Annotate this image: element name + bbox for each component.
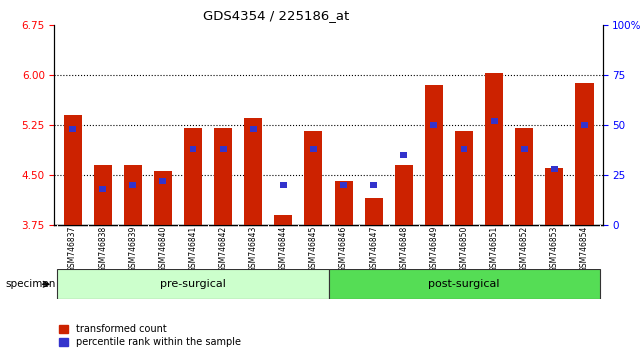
Bar xyxy=(461,146,467,152)
Bar xyxy=(365,198,383,225)
Bar xyxy=(515,128,533,225)
Bar xyxy=(455,131,473,225)
Bar xyxy=(244,118,262,225)
Bar xyxy=(370,182,377,188)
Bar xyxy=(491,118,497,124)
Text: GDS4354 / 225186_at: GDS4354 / 225186_at xyxy=(203,9,349,22)
Bar xyxy=(340,182,347,188)
Bar xyxy=(124,165,142,225)
Text: GSM746851: GSM746851 xyxy=(490,226,499,272)
Text: GSM746847: GSM746847 xyxy=(369,226,378,273)
Text: GSM746854: GSM746854 xyxy=(580,226,589,273)
Text: GSM746844: GSM746844 xyxy=(279,226,288,273)
Bar xyxy=(274,215,292,225)
Bar xyxy=(58,269,328,299)
Text: GSM746840: GSM746840 xyxy=(158,226,167,273)
Bar xyxy=(335,182,353,225)
Text: GSM746837: GSM746837 xyxy=(68,226,77,273)
Bar xyxy=(401,152,407,158)
Text: specimen: specimen xyxy=(5,279,56,289)
Text: GSM746850: GSM746850 xyxy=(460,226,469,273)
Text: GSM746849: GSM746849 xyxy=(429,226,438,273)
Bar xyxy=(431,122,437,127)
Bar xyxy=(69,126,76,132)
Bar xyxy=(581,122,588,127)
Bar xyxy=(576,84,594,225)
Text: GSM746845: GSM746845 xyxy=(309,226,318,273)
Text: GSM746841: GSM746841 xyxy=(188,226,197,272)
Bar xyxy=(521,146,528,152)
Text: GSM746839: GSM746839 xyxy=(128,226,137,273)
Text: post-surgical: post-surgical xyxy=(428,279,500,289)
Bar xyxy=(184,128,202,225)
Bar xyxy=(304,131,322,225)
Bar xyxy=(63,115,81,225)
Bar xyxy=(129,182,136,188)
Bar xyxy=(328,269,599,299)
Bar xyxy=(310,146,317,152)
Bar xyxy=(485,73,503,225)
Bar xyxy=(250,126,256,132)
Text: GSM746838: GSM746838 xyxy=(98,226,107,272)
Text: pre-surgical: pre-surgical xyxy=(160,279,226,289)
Text: GSM746842: GSM746842 xyxy=(219,226,228,272)
Bar xyxy=(280,182,287,188)
Bar xyxy=(395,165,413,225)
Bar xyxy=(160,178,166,184)
Bar xyxy=(214,128,232,225)
Legend: transformed count, percentile rank within the sample: transformed count, percentile rank withi… xyxy=(60,325,241,347)
Bar xyxy=(99,186,106,192)
Text: GSM746848: GSM746848 xyxy=(399,226,408,272)
Text: GSM746846: GSM746846 xyxy=(339,226,348,273)
Bar xyxy=(190,146,196,152)
Text: GSM746843: GSM746843 xyxy=(249,226,258,273)
Bar xyxy=(220,146,226,152)
Bar xyxy=(551,166,558,172)
Bar xyxy=(154,171,172,225)
Text: GSM746853: GSM746853 xyxy=(550,226,559,273)
Bar xyxy=(94,165,112,225)
Bar xyxy=(425,85,443,225)
Bar xyxy=(545,168,563,225)
Text: GSM746852: GSM746852 xyxy=(520,226,529,272)
